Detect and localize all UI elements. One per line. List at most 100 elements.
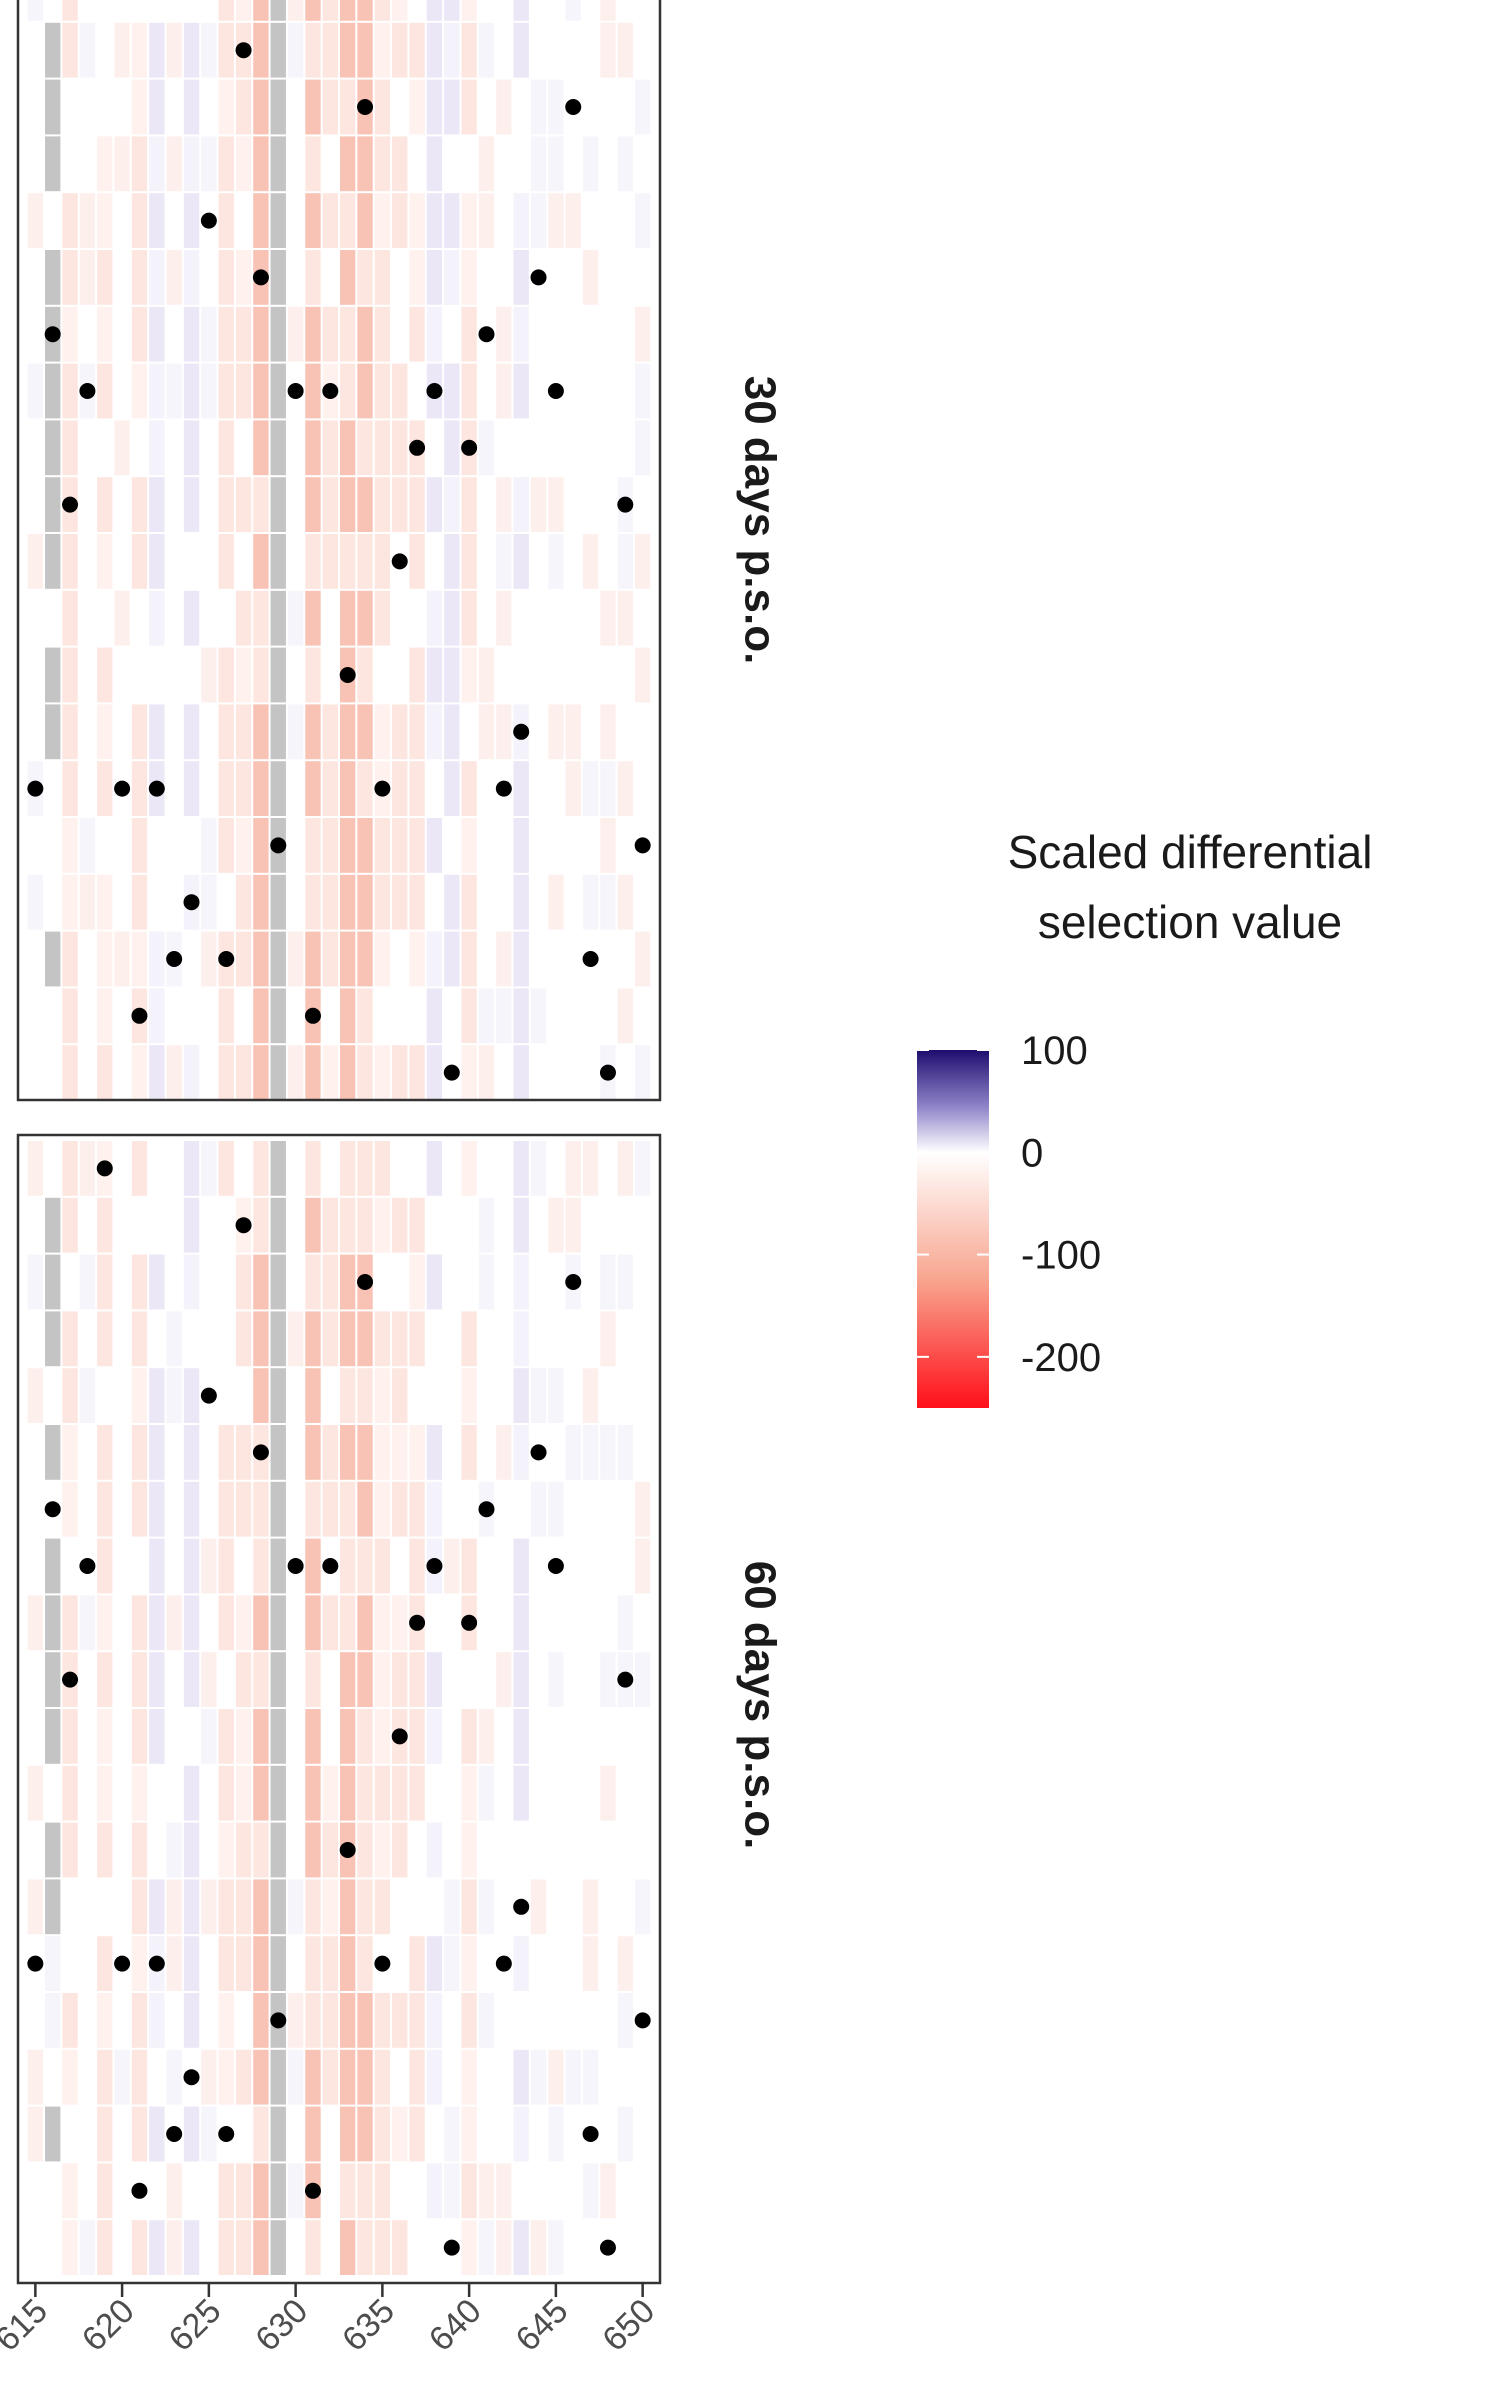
- heatmap-cell: [131, 1936, 148, 1991]
- heatmap-cell: [513, 477, 529, 532]
- heatmap-cell: [97, 1254, 113, 1310]
- heatmap-cell: [45, 250, 61, 305]
- heatmap-cell: [305, 363, 321, 419]
- heatmap-cell: [149, 1652, 165, 1707]
- site-dot: [443, 2239, 460, 2256]
- heatmap-cell: [340, 1993, 356, 2048]
- heatmap-cell: [253, 79, 269, 135]
- heatmap-cell: [149, 193, 165, 248]
- heatmap-cell: [201, 1879, 217, 1935]
- heatmap-cell: [270, 1765, 286, 1821]
- heatmap-cell: [617, 136, 633, 192]
- heatmap-cell: [409, 22, 425, 78]
- heatmap-cell: [634, 1652, 651, 1707]
- heatmap-cell: [149, 590, 165, 646]
- heatmap-cell: [634, 193, 651, 248]
- heatmap-cell: [27, 1368, 44, 1423]
- heatmap-cell: [617, 1425, 633, 1480]
- heatmap-cell: [426, 2163, 443, 2219]
- heatmap-cell: [131, 1652, 148, 1707]
- heatmap-cell: [287, 1993, 304, 2048]
- heatmap-cell: [513, 2106, 529, 2162]
- heatmap-cell: [513, 1425, 529, 1480]
- heatmap-cell: [357, 477, 373, 532]
- heatmap-cell: [183, 1425, 200, 1480]
- heatmap-cell: [62, 250, 78, 305]
- heatmap-cell: [131, 818, 148, 873]
- heatmap-cell: [235, 590, 252, 646]
- site-dot: [339, 667, 356, 683]
- heatmap-cell: [305, 1538, 321, 1594]
- heatmap-cell: [461, 363, 477, 419]
- heatmap-cell: [149, 1481, 165, 1537]
- heatmap-cell: [409, 1936, 425, 1991]
- heatmap-cell: [97, 2220, 113, 2275]
- heatmap-cell: [478, 193, 495, 248]
- heatmap-cell: [62, 420, 78, 476]
- heatmap-cell: [392, 1993, 408, 2048]
- heatmap-cell: [374, 534, 391, 589]
- heatmap-cell: [62, 1765, 78, 1821]
- heatmap-cell: [45, 1822, 61, 1878]
- heatmap-cell: [409, 931, 425, 987]
- heatmap-cell: [97, 250, 113, 305]
- heatmap-cell: [166, 2049, 182, 2105]
- site-dot: [114, 1955, 131, 1972]
- site-dot: [409, 439, 426, 456]
- heatmap-cell: [270, 590, 286, 646]
- heatmap-cell: [45, 704, 61, 760]
- heatmap-cell: [149, 1709, 165, 1764]
- heatmap-cell: [374, 1141, 391, 1196]
- site-dot: [478, 1501, 495, 1518]
- heatmap-cell: [287, 1045, 304, 1100]
- heatmap-cell: [149, 1425, 165, 1480]
- heatmap-cell: [478, 1879, 495, 1935]
- heatmap-cell: [461, 2049, 477, 2105]
- heatmap-cell: [374, 1652, 391, 1707]
- heatmap-cell: [513, 1709, 529, 1764]
- heatmap-cell: [79, 874, 96, 930]
- heatmap-cell: [270, 2220, 286, 2275]
- heatmap-cell: [253, 1254, 269, 1310]
- x-tick-label: 650: [595, 2292, 662, 2359]
- heatmap-cell: [600, 818, 616, 873]
- heatmap-cell: [461, 1311, 477, 1367]
- heatmap-cell: [409, 1481, 425, 1537]
- heatmap-cell: [392, 1368, 408, 1423]
- heatmap-cell: [322, 1481, 338, 1537]
- heatmap-cell: [322, 1595, 338, 1651]
- heatmap-cell: [600, 22, 616, 78]
- heatmap-cell: [97, 1709, 113, 1764]
- site-dot: [131, 1007, 148, 1024]
- heatmap-cell: [444, 79, 460, 135]
- heatmap-cell: [270, 2106, 286, 2162]
- heatmap-cell: [513, 250, 529, 305]
- site-dot: [391, 553, 408, 570]
- heatmap-cell: [183, 1538, 200, 1594]
- heatmap-cell: [131, 79, 148, 135]
- heatmap-cell: [235, 1652, 252, 1707]
- heatmap-cells: [27, 0, 651, 1100]
- heatmap-cell: [548, 2106, 564, 2162]
- heatmap-cell: [149, 1538, 165, 1594]
- heatmap-cell: [392, 874, 408, 930]
- heatmap-cell: [183, 1197, 200, 1253]
- heatmap-cell: [409, 79, 425, 135]
- heatmap-cell: [600, 590, 616, 646]
- legend-colorbar: [917, 1050, 989, 1408]
- heatmap-cell: [478, 1254, 495, 1310]
- heatmap-cell: [513, 1311, 529, 1367]
- heatmap-cell: [97, 1652, 113, 1707]
- heatmap-cell: [305, 22, 321, 78]
- heatmap-cell: [548, 1652, 564, 1707]
- heatmap-cell: [340, 704, 356, 760]
- heatmap-cell: [513, 818, 529, 873]
- heatmap-cell: [45, 534, 61, 589]
- heatmap-cell: [305, 477, 321, 532]
- heatmap-cell: [322, 1311, 338, 1367]
- heatmap-cell: [166, 1595, 182, 1651]
- heatmap-cell: [62, 2220, 78, 2275]
- heatmap-cell: [357, 193, 373, 248]
- site-dot: [547, 1558, 564, 1574]
- heatmap-cell: [253, 306, 269, 362]
